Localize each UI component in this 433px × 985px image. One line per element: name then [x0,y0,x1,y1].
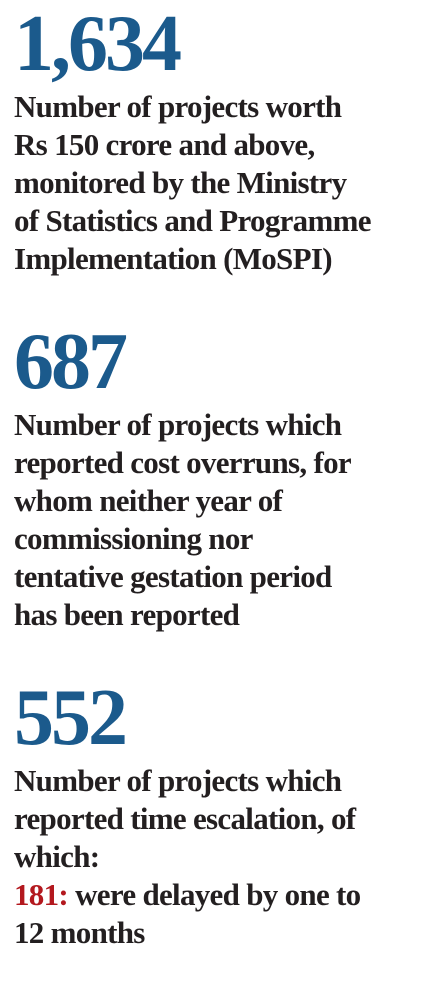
stat-description: whom neither year of [14,483,283,518]
stat-description: which: [14,839,100,874]
stat-number: 552 [14,674,128,762]
stat-description: Implementation (MoSPI) [14,241,333,276]
stat-number: 687 [14,318,128,406]
stat-description: commissioning nor [14,521,253,556]
highlight-line: 12 months [14,914,433,952]
highlight-text: were delayed by one to [75,877,361,912]
stat-description: reported time escalation, of [14,801,356,836]
stat-description: monitored by the Ministry [14,165,347,200]
stat-description: of Statistics and Programme [14,203,371,238]
stat-description: Number of projects worth [14,89,342,124]
stat-description: Number of projects which [14,763,342,798]
highlight-text: 12 months [14,915,145,950]
stat-description: Rs 150 crore and above, [14,127,315,162]
stat-block: 687 Number of projects which reported cost… [14,318,433,634]
stat-description: tentative gestation period [14,559,332,594]
stat-block: 1,634 Number of projects worth Rs 150 cror… [14,0,433,278]
stat-description: reported cost overruns, for [14,445,352,480]
stat-description: Number of projects which [14,407,342,442]
stat-block: 552 Number of projects which reported time… [14,674,433,952]
stat-number: 1,634 [14,0,182,88]
stat-description: has been reported [14,597,240,632]
highlight-number: 181: [14,877,69,912]
highlight-line: 181: were delayed by one to [14,876,433,914]
